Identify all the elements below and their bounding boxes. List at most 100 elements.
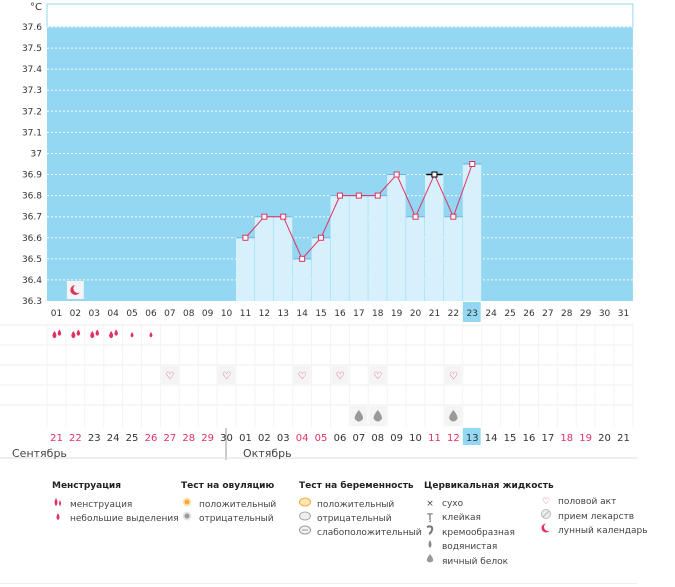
- legend-cervical-creamy: кремообразная: [442, 528, 515, 538]
- temperature-bar: [349, 195, 368, 301]
- unit-label: °C: [30, 2, 42, 13]
- temperature-point: [412, 213, 419, 220]
- temperature-bar: [425, 174, 444, 301]
- calendar-date-label: 05: [315, 433, 328, 444]
- cycle-day-label: 15: [315, 309, 326, 319]
- calendar-date-label: 07: [352, 433, 365, 444]
- menstruation-icon: [71, 331, 76, 339]
- calendar-date-label: 01: [239, 433, 252, 444]
- menstruation-icon: [76, 329, 81, 336]
- y-tick-label: 37.1: [22, 128, 42, 138]
- cycle-day-label: 29: [580, 309, 592, 319]
- cycle-day-label: 31: [618, 309, 629, 319]
- month-label-september: Сентябрь: [12, 447, 67, 460]
- calendar-date-label: 24: [107, 433, 120, 444]
- calendar-date-label: 11: [428, 433, 441, 444]
- menstruation-icon: [109, 331, 114, 339]
- calendar-date-label: 18: [560, 433, 573, 444]
- calendar-date-label: 04: [296, 433, 309, 444]
- dry-icon: ×: [426, 499, 434, 509]
- legend-ovulation-title: Тест на овуляцию: [181, 481, 275, 491]
- y-tick-label: 37: [31, 149, 42, 159]
- today-date-highlight: [462, 428, 481, 445]
- y-tick-label: 36.7: [22, 213, 42, 223]
- temperature-bar: [330, 195, 349, 301]
- cycle-day-label: 26: [523, 309, 535, 319]
- legend-menstruation-item: менструация: [70, 500, 133, 510]
- heart-icon: ♡: [449, 371, 458, 382]
- legend-menstruation-title: Менструация: [52, 481, 121, 491]
- intercourse-cell: [444, 366, 462, 384]
- cycle-day-label: 17: [353, 309, 364, 319]
- cycle-day-label: 20: [410, 309, 422, 319]
- cycle-day-label: 06: [145, 309, 157, 319]
- calendar-date-label: 21: [50, 433, 63, 444]
- temperature-bar: [368, 195, 387, 301]
- cycle-day-label: 11: [240, 309, 251, 319]
- cycle-day-label: 25: [504, 309, 515, 319]
- cycle-day-label: 27: [542, 309, 553, 319]
- pregnancy-weak-icon: [299, 525, 311, 540]
- pill-icon: [540, 509, 552, 524]
- legend-spotting-item: небольшие выделения: [70, 514, 179, 524]
- cycle-day-label: 09: [202, 309, 214, 319]
- egg-white-icon: [373, 410, 382, 422]
- calendar-date-label: 16: [523, 433, 536, 444]
- legend-cervical-title: Цервикальная жидкость: [424, 481, 554, 491]
- cycle-day-label: 28: [561, 309, 573, 319]
- y-tick-label: 36.6: [22, 234, 42, 244]
- y-tick-label: 37.2: [22, 107, 42, 117]
- legend-pregnancy-negative: отрицательный: [317, 514, 392, 524]
- cycle-day-label: 05: [126, 309, 137, 319]
- calendar-date-label: 23: [88, 433, 101, 444]
- cycle-day-label: 18: [372, 309, 384, 319]
- calendar-date-label: 02: [258, 433, 271, 444]
- y-tick-label: 37.3: [22, 86, 42, 96]
- calendar-date-label: 22: [69, 433, 82, 444]
- legend-cervical-dry: сухо: [442, 499, 464, 509]
- moon-icon: [540, 523, 552, 538]
- bottom-divider: [0, 583, 637, 584]
- moon-icon-cutout: [73, 284, 83, 293]
- cycle-day-label: 14: [296, 309, 308, 319]
- plot-header: [46, 3, 634, 28]
- temperature-point: [242, 234, 249, 241]
- intercourse-cell: [293, 366, 311, 384]
- creamy-icon: [424, 525, 436, 540]
- legend-ovulation-negative: отрицательный: [199, 514, 274, 524]
- y-tick-label: 37.6: [22, 23, 42, 33]
- menstruation-icon: [95, 329, 99, 336]
- legend-ovulation-positive: положительный: [199, 500, 277, 510]
- temperature-point: [393, 171, 400, 178]
- temperature-point: [336, 192, 343, 199]
- cycle-day-label: 08: [183, 309, 195, 319]
- bbt-chart: °C 36.3 36.4 36.5 36.6 36.7 36.8 36.9 37 37.1 37.2…: [0, 2, 637, 460]
- cycle-day-label: 07: [164, 309, 175, 319]
- current-day-highlight: [462, 302, 481, 322]
- menstruation-icon: [52, 331, 57, 339]
- legend-cervical-sticky: клейкая: [442, 513, 481, 523]
- calendar-date-label: 25: [126, 433, 139, 444]
- temperature-point: [318, 234, 325, 241]
- temperature-point: [374, 192, 381, 199]
- menstruation-icon: [114, 329, 118, 336]
- calendar-date-label: 17: [541, 433, 554, 444]
- menstruation-icon: [57, 329, 62, 336]
- temperature-point: [469, 161, 476, 167]
- cycle-day-label: 30: [599, 309, 611, 319]
- y-tick-label: 36.8: [22, 192, 42, 202]
- legend-pregnancy-weak: слабоположительный: [317, 528, 422, 538]
- calendar-date-label: 21: [617, 433, 630, 444]
- temperature-bar: [462, 164, 482, 301]
- egg-white-icon: [354, 410, 364, 422]
- heart-icon: ♡: [541, 497, 551, 507]
- ovulation-positive-icon: [181, 497, 193, 512]
- cycle-day-label: 03: [89, 309, 100, 319]
- pregnancy-positive-icon: [299, 497, 311, 512]
- calendar-date-label: 28: [182, 433, 195, 444]
- light-drop-icon: [52, 511, 64, 526]
- heart-icon: ♡: [298, 371, 307, 382]
- temperature-bar: [236, 237, 255, 301]
- calendar-date-label: 10: [409, 433, 422, 444]
- calendar-date-label: 12: [447, 433, 460, 444]
